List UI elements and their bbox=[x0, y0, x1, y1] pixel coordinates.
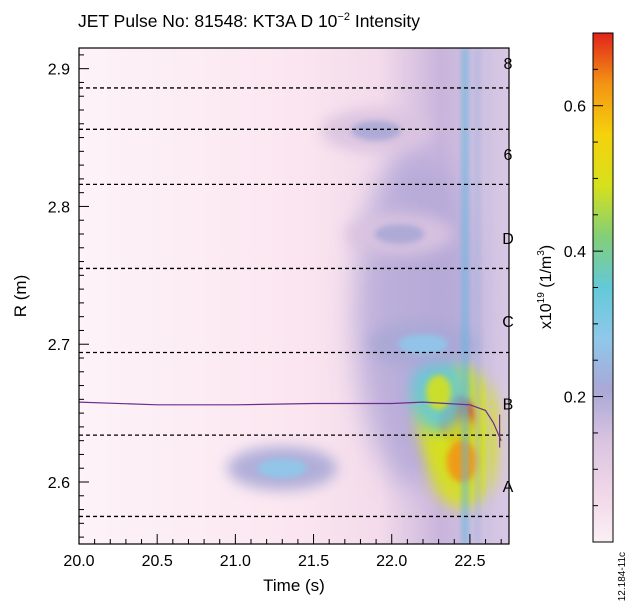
y-axis-label: R (m) bbox=[11, 275, 30, 317]
x-tick-label: 22.0 bbox=[376, 553, 407, 570]
los-label: D bbox=[502, 231, 514, 248]
x-axis: 20.0 20.5 21.0 21.5 22.0 22.5 bbox=[63, 534, 502, 570]
colorbar-tick-label: 0.6 bbox=[564, 99, 586, 116]
heatmap-streak bbox=[486, 48, 492, 544]
colorbar-tick-label: 0.2 bbox=[564, 390, 586, 407]
los-label: 6 bbox=[504, 147, 513, 164]
los-label: 8 bbox=[504, 56, 513, 73]
y-tick-label: 2.9 bbox=[48, 62, 70, 79]
heatmap-hotspot-core bbox=[374, 224, 425, 244]
heatmap-hotspot-core bbox=[257, 458, 308, 479]
chart-title: JET Pulse No: 81548: KT3A D 10−2 Intensi… bbox=[78, 11, 420, 31]
x-tick-label: 21.0 bbox=[220, 553, 251, 570]
heatmap-streak bbox=[461, 48, 469, 544]
x-tick-label: 20.5 bbox=[142, 553, 173, 570]
y-tick-label: 2.7 bbox=[48, 337, 70, 354]
heatmap-hotspot-core bbox=[426, 374, 452, 410]
x-tick-label: 21.5 bbox=[298, 553, 329, 570]
heatmap-hotspot-core bbox=[351, 120, 401, 141]
colorbar-axis: 0.2 0.4 0.6 bbox=[564, 68, 603, 507]
y-tick-label: 2.8 bbox=[48, 199, 70, 216]
x-tick-label: 22.5 bbox=[454, 553, 485, 570]
colorbar-label: x1019 (1/m3) bbox=[536, 245, 555, 329]
figure-watermark: JG12.184-11c bbox=[617, 552, 625, 601]
heatmap-hotspot-core bbox=[398, 334, 448, 355]
colorbar-tick-label: 0.4 bbox=[564, 244, 586, 261]
los-label: A bbox=[503, 479, 514, 496]
y-tick-label: 2.6 bbox=[48, 475, 70, 492]
y-axis: 2.6 2.7 2.8 2.9 bbox=[48, 54, 89, 538]
x-tick-label: 20.0 bbox=[63, 553, 94, 570]
los-label: B bbox=[503, 396, 514, 413]
los-label: C bbox=[502, 314, 514, 331]
x-axis-label: Time (s) bbox=[263, 576, 325, 595]
plot-frame bbox=[78, 47, 510, 545]
trace-line bbox=[78, 401, 502, 441]
heatmap-image bbox=[79, 48, 509, 544]
heatmap-streak bbox=[475, 48, 481, 544]
